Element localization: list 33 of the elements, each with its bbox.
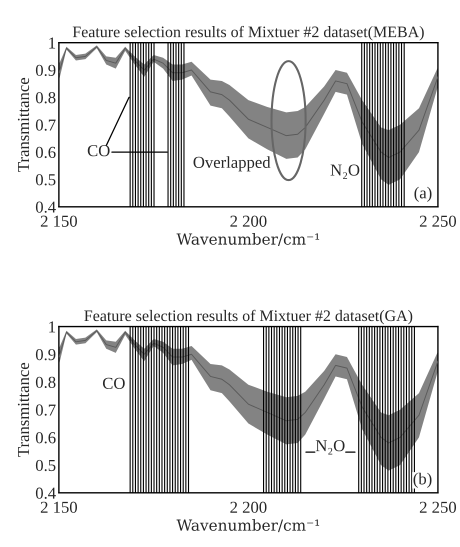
y-tick-label: 0.9 <box>36 64 56 76</box>
chart-title: Feature selection results of Mixtuer #2 dataset(MEBA) <box>72 26 424 41</box>
x-axis-title: Wavenumber/cm⁻¹ <box>176 519 320 532</box>
y-axis-title: Transmittance <box>18 362 30 457</box>
x-tick-label: 2 150 <box>40 216 77 227</box>
y-tick-label: 0.4 <box>36 201 56 213</box>
y-tick-label: 0.9 <box>36 348 56 360</box>
annotation: (a) <box>414 186 432 202</box>
annotation: (b) <box>414 472 432 488</box>
y-tick-label: 0.8 <box>36 92 56 104</box>
annotation: CO <box>88 145 110 156</box>
annotation: CO <box>102 378 125 389</box>
y-tick-label: 0.8 <box>36 376 56 388</box>
chart-title: Feature selection results of Mixtuer #2 dataset(GA) <box>84 310 412 324</box>
x-tick-label: 2 250 <box>420 502 456 513</box>
y-tick-label: 0.4 <box>36 488 56 499</box>
y-tick-label: 0.5 <box>36 174 56 186</box>
annotation: Overlapped <box>194 156 270 172</box>
annotation: N₂O <box>316 440 345 455</box>
x-tick-label: 2 200 <box>230 216 267 227</box>
y-tick-label: 1 <box>49 37 56 48</box>
annotation: N₂O <box>330 164 360 179</box>
x-axis-title: Wavenumber/cm⁻¹ <box>176 232 320 246</box>
y-axis-title: Transmittance <box>18 78 30 172</box>
y-tick-label: 0.6 <box>36 432 56 444</box>
x-tick-label: 2 250 <box>420 216 456 227</box>
y-tick-label: 0.5 <box>36 460 56 472</box>
y-tick-label: 0.7 <box>36 404 56 416</box>
y-tick-label: 0.6 <box>36 146 56 158</box>
y-tick-label: 1 <box>49 321 56 332</box>
x-tick-label: 2 200 <box>230 502 267 513</box>
x-tick-label: 2 150 <box>40 502 77 513</box>
y-tick-label: 0.7 <box>36 119 56 131</box>
